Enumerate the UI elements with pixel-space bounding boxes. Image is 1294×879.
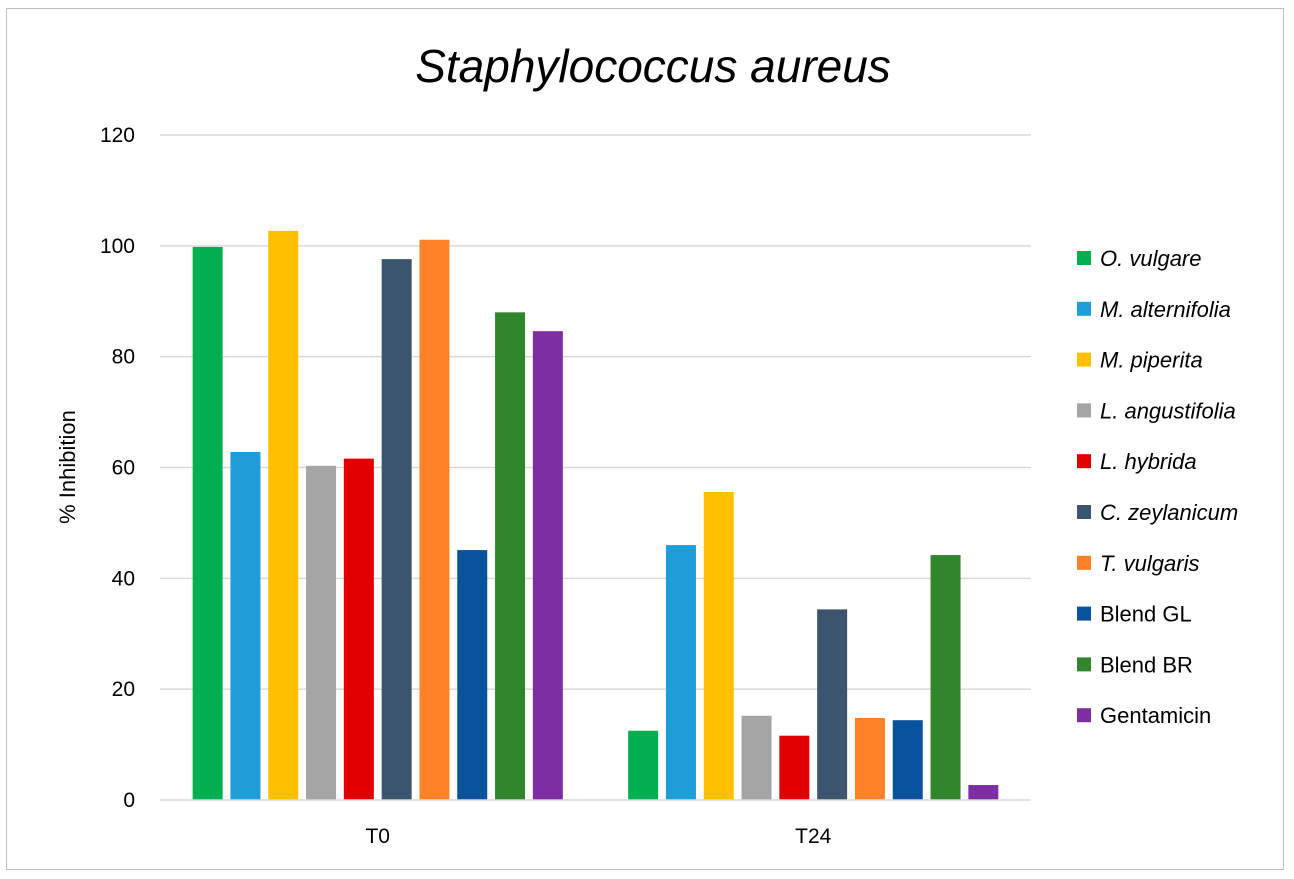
bar-t0-series-9 xyxy=(495,312,526,800)
chart-title: Staphylococcus aureus xyxy=(415,40,891,92)
bar-t24-series-3 xyxy=(703,491,734,800)
y-axis-ticks: 0 20 40 60 80 100 120 xyxy=(100,124,135,812)
legend-swatch xyxy=(1077,454,1091,469)
legend-label: M. piperita xyxy=(1100,348,1203,373)
y-tick-label: 80 xyxy=(112,346,135,369)
y-axis-label: % Inhibition xyxy=(55,410,80,524)
legend-swatch xyxy=(1077,251,1091,265)
bar-t0-series-8 xyxy=(457,550,488,800)
bar-t24-series-1 xyxy=(628,730,659,800)
gridlines xyxy=(160,134,1031,690)
bar-t0-series-2 xyxy=(230,451,261,800)
bar-t0-series-3 xyxy=(268,230,299,800)
bar-t0-series-6 xyxy=(381,259,412,801)
legend-label: T. vulgaris xyxy=(1100,551,1199,576)
legend-swatch xyxy=(1077,301,1091,316)
bars xyxy=(192,230,999,801)
bar-t0-series-10 xyxy=(532,331,563,800)
bar-t0-series-7 xyxy=(419,239,450,801)
bar-t24-series-4 xyxy=(741,715,772,800)
x-axis-ticks: T0 T24 xyxy=(365,825,831,848)
legend-swatch xyxy=(1077,555,1091,570)
bar-t24-series-10 xyxy=(968,785,999,800)
legend-label: Gentamicin xyxy=(1100,703,1211,728)
legend-swatch xyxy=(1077,505,1091,519)
legend-label: Blend GL xyxy=(1100,602,1192,627)
bar-t24-series-7 xyxy=(854,717,885,800)
x-tick-label: T0 xyxy=(365,825,390,848)
legend-label: L. hybrida xyxy=(1100,449,1197,474)
bar-t24-series-6 xyxy=(817,609,848,800)
bar-t24-series-9 xyxy=(930,555,961,800)
legend-label: M. alternifolia xyxy=(1100,297,1231,322)
legend-swatch xyxy=(1077,657,1091,672)
legend-label: L. angustifolia xyxy=(1100,398,1236,423)
legend-label: Blend BR xyxy=(1100,652,1193,677)
y-tick-label: 40 xyxy=(112,567,135,590)
bar-t24-series-5 xyxy=(779,735,810,800)
legend-label: O. vulgare xyxy=(1100,246,1202,271)
bar-t0-series-5 xyxy=(343,458,374,800)
bar-chart: Staphylococcus aureus 0 20 40 60 80 100 120 % … xyxy=(55,40,1238,848)
y-tick-label: 0 xyxy=(123,789,135,812)
y-tick-label: 60 xyxy=(112,457,135,480)
legend-swatch xyxy=(1077,403,1091,418)
chart-container: Staphylococcus aureus 0 20 40 60 80 100 120 % … xyxy=(6,8,1284,870)
legend-label: C. zeylanicum xyxy=(1100,500,1238,525)
legend: O. vulgare M. alternifolia M. piperita L. a… xyxy=(1077,246,1238,728)
legend-swatch xyxy=(1077,606,1091,621)
bar-t0-series-4 xyxy=(306,465,337,800)
bar-t24-series-8 xyxy=(892,720,923,800)
y-tick-label: 100 xyxy=(100,235,135,258)
y-tick-label: 120 xyxy=(100,124,135,147)
x-tick-label: T24 xyxy=(795,825,832,848)
bar-t0-series-1 xyxy=(192,246,223,801)
y-tick-label: 20 xyxy=(112,678,135,701)
legend-swatch xyxy=(1077,708,1091,723)
bar-t24-series-2 xyxy=(665,545,696,800)
legend-swatch xyxy=(1077,352,1091,367)
